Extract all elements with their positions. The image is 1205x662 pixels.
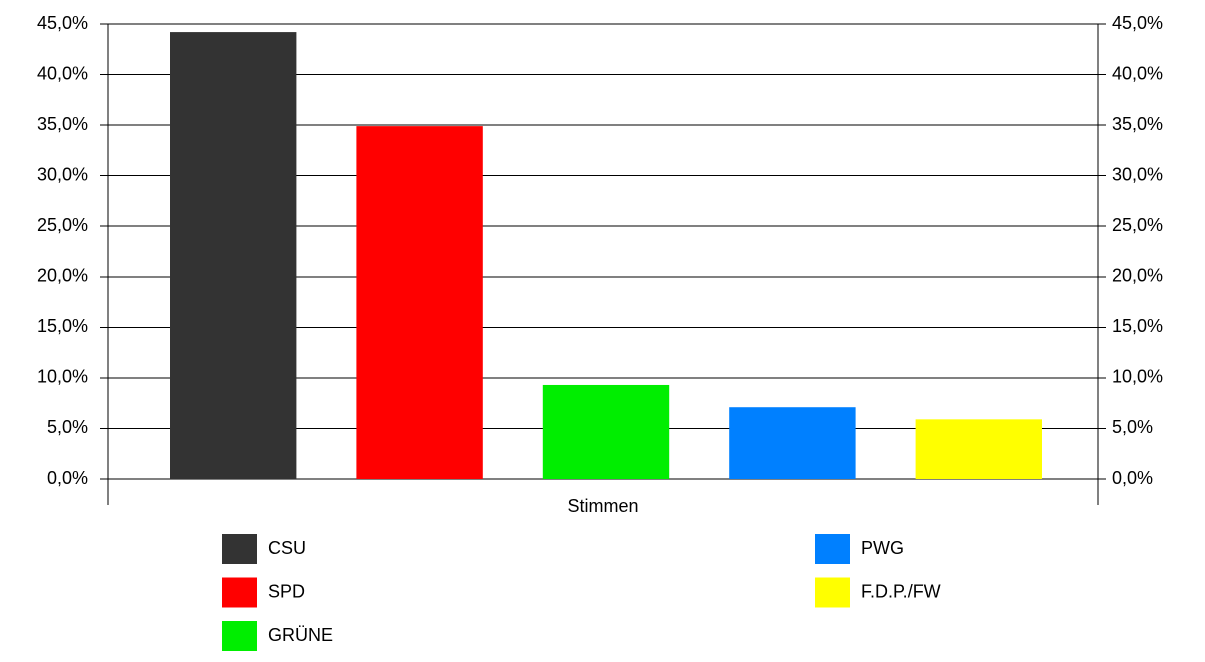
legend-label: SPD	[268, 581, 305, 601]
y2-tick-label: 30,0%	[1112, 164, 1163, 184]
bar	[915, 419, 1042, 479]
legend-swatch	[222, 534, 257, 564]
y-tick-label: 0,0%	[47, 468, 88, 488]
y2-tick-label: 5,0%	[1112, 417, 1153, 437]
y2-tick-label: 40,0%	[1112, 63, 1163, 83]
legend-label: CSU	[268, 538, 306, 558]
y-tick-label: 45,0%	[37, 13, 88, 33]
y2-tick-label: 15,0%	[1112, 316, 1163, 336]
legend-swatch	[222, 621, 257, 651]
y-tick-label: 15,0%	[37, 316, 88, 336]
bar	[356, 126, 483, 479]
y-tick-label: 5,0%	[47, 417, 88, 437]
y-tick-label: 35,0%	[37, 114, 88, 134]
y2-tick-label: 45,0%	[1112, 13, 1163, 33]
legend-swatch	[815, 577, 850, 608]
y2-tick-label: 35,0%	[1112, 114, 1163, 134]
y2-tick-label: 0,0%	[1112, 468, 1153, 488]
x-tick-label: Stimmen	[567, 496, 638, 516]
bar	[170, 32, 297, 479]
legend-swatch	[222, 577, 257, 608]
bar	[729, 407, 856, 479]
legend-label: GRÜNE	[268, 625, 333, 645]
bar	[542, 384, 670, 479]
y2-tick-label: 10,0%	[1112, 367, 1163, 387]
legend-swatch	[815, 534, 850, 564]
y-tick-label: 20,0%	[37, 266, 88, 286]
y-tick-label: 40,0%	[37, 63, 88, 83]
y-tick-label: 10,0%	[37, 367, 88, 387]
y-tick-label: 25,0%	[37, 215, 88, 235]
y2-tick-label: 25,0%	[1112, 215, 1163, 235]
y-tick-label: 30,0%	[37, 164, 88, 184]
y2-tick-label: 20,0%	[1112, 266, 1163, 286]
legend-label: F.D.P./FW	[861, 581, 941, 601]
legend-label: PWG	[861, 538, 904, 558]
